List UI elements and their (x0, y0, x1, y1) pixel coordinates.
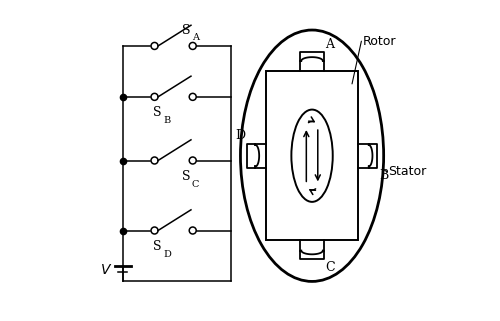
Text: B: B (379, 169, 388, 182)
Ellipse shape (240, 30, 384, 282)
Text: C: C (192, 180, 199, 189)
Text: A: A (326, 38, 334, 51)
Text: Rotor: Rotor (363, 35, 396, 48)
Text: V: V (100, 263, 110, 277)
Text: D: D (163, 250, 171, 259)
Ellipse shape (292, 109, 333, 202)
Text: B: B (163, 116, 170, 125)
FancyBboxPatch shape (266, 71, 358, 240)
Text: S: S (153, 106, 162, 119)
Text: C: C (326, 261, 335, 274)
Text: Stator: Stator (388, 165, 426, 178)
Text: S: S (182, 23, 190, 37)
Text: S: S (182, 170, 190, 183)
Text: A: A (192, 33, 199, 42)
Text: D: D (235, 129, 245, 142)
Text: S: S (153, 240, 162, 253)
